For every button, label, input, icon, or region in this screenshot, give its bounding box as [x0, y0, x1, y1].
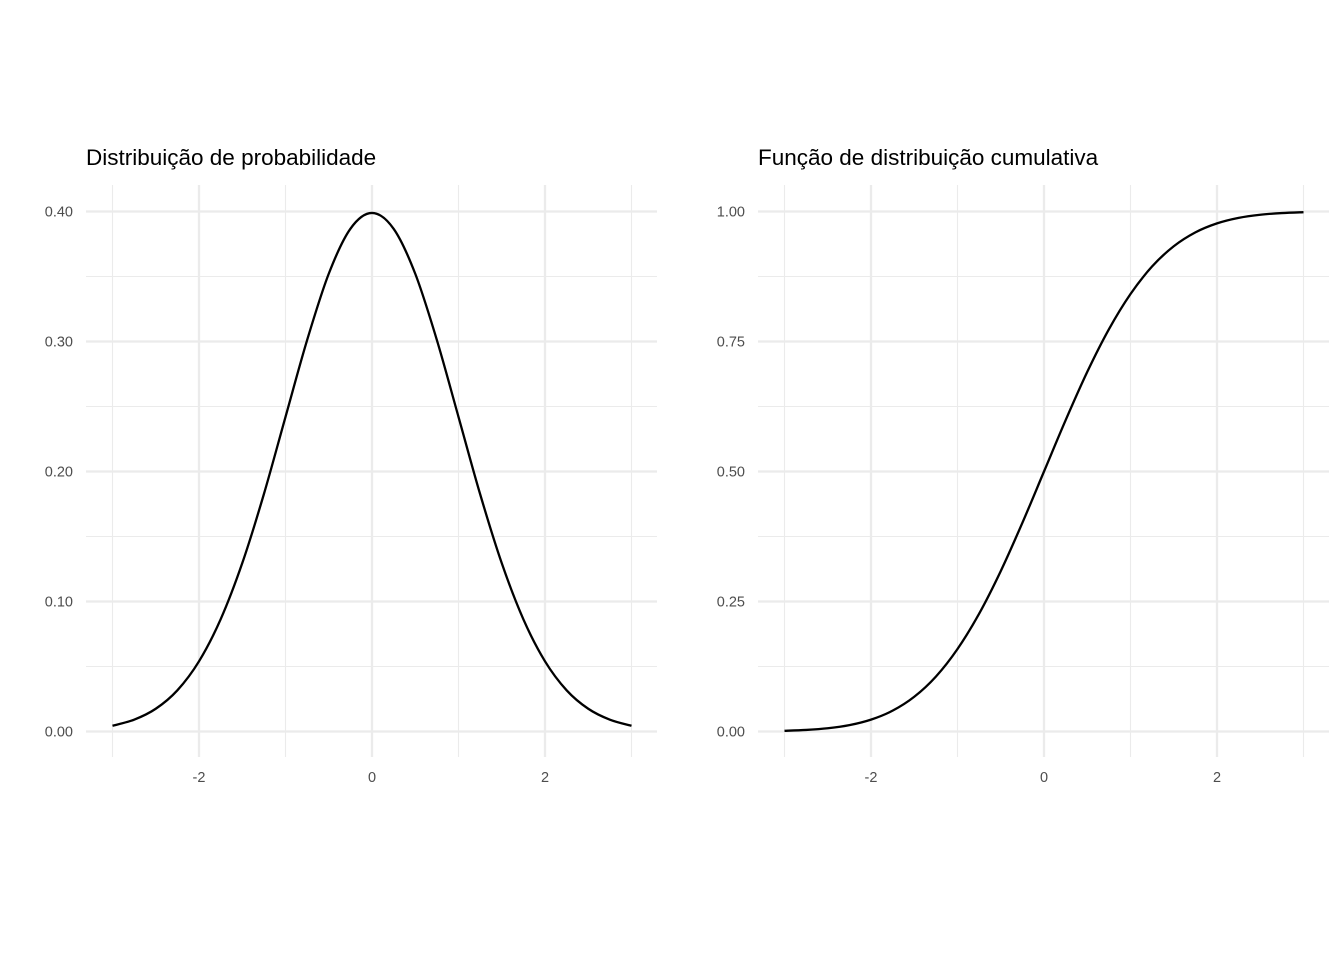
x-tick-label: 2 — [541, 770, 549, 786]
y-tick-label: 0.25 — [717, 595, 745, 611]
y-tick-label: 1.00 — [717, 205, 745, 221]
series-line — [784, 211, 1304, 732]
panel-cumulative-distribution: Função de distribuição cumulativa -2 0 2 0.… — [717, 145, 1329, 786]
panel-probability-density: Distribuição de probabilidade -2 0 2 0.00 0.… — [45, 145, 657, 786]
x-tick-label: -2 — [865, 770, 878, 786]
y-tick-label: 0.75 — [717, 335, 745, 351]
gridlines — [86, 185, 657, 757]
chart-title: Distribuição de probabilidade — [86, 145, 376, 170]
y-tick-label: 0.30 — [45, 335, 73, 351]
x-tick-label: 0 — [1040, 770, 1048, 786]
series-line — [112, 211, 632, 727]
x-tick-label: 2 — [1213, 770, 1221, 786]
x-tick-label: 0 — [368, 770, 376, 786]
y-tick-label: 0.40 — [45, 205, 73, 221]
y-tick-label: 0.00 — [717, 725, 745, 741]
y-tick-label: 0.20 — [45, 465, 73, 481]
y-tick-label: 0.10 — [45, 595, 73, 611]
y-tick-label: 0.50 — [717, 465, 745, 481]
x-tick-label: -2 — [193, 770, 206, 786]
y-tick-label: 0.00 — [45, 725, 73, 741]
chart-title: Função de distribuição cumulativa — [758, 145, 1099, 170]
